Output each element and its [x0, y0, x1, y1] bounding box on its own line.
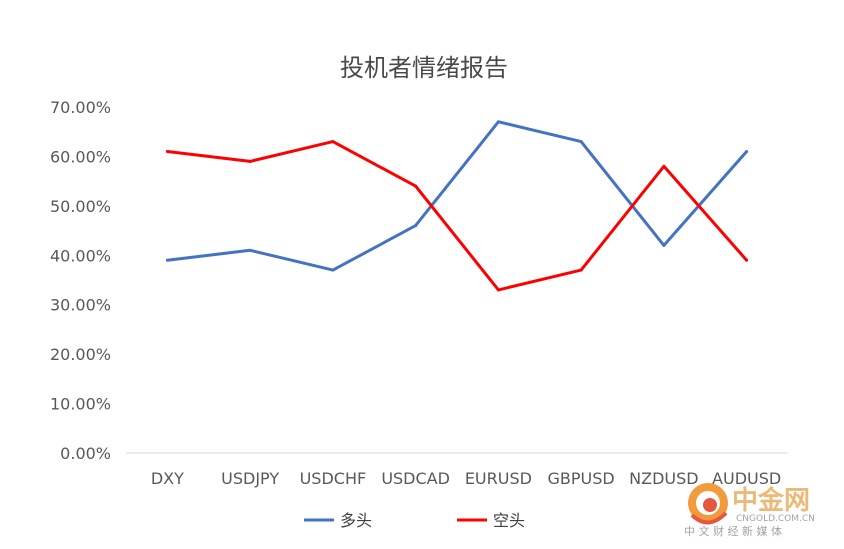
- watermark-url: CNGOLD.COM.CN: [736, 514, 815, 524]
- data-point: [414, 224, 418, 228]
- data-point: [248, 248, 252, 252]
- data-point: [496, 120, 500, 124]
- cngold-watermark: 中金网 CNGOLD.COM.CN 中 文 财 经 新 媒 体: [684, 483, 815, 538]
- data-point: [662, 243, 666, 247]
- data-point: [331, 268, 335, 272]
- legend-label-long: 多头: [340, 511, 372, 530]
- y-tick-label: 70.00%: [50, 98, 111, 117]
- y-tick-label: 0.00%: [60, 444, 111, 463]
- y-tick-label: 10.00%: [50, 395, 111, 414]
- x-tick-label: AUDUSD: [712, 469, 781, 488]
- data-point: [745, 149, 749, 153]
- x-tick-label: DXY: [151, 469, 184, 488]
- data-point: [662, 164, 666, 168]
- chart-title: 投机者情绪报告: [340, 54, 508, 82]
- series-lines: [165, 120, 749, 292]
- x-axis-ticks: DXY USDJPY USDCHF USDCAD EURUSD GBPUSD NZDUSD A…: [151, 469, 781, 488]
- data-point: [165, 149, 169, 153]
- data-point: [496, 288, 500, 292]
- x-tick-label: NZDUSD: [629, 469, 698, 488]
- data-point: [165, 258, 169, 262]
- y-tick-label: 50.00%: [50, 197, 111, 216]
- y-axis-ticks: 0.00% 10.00% 20.00% 30.00% 40.00% 50.00% 60.00…: [50, 98, 111, 463]
- cngold-logo-icon: [688, 483, 728, 525]
- data-point: [248, 159, 252, 163]
- y-tick-label: 40.00%: [50, 246, 111, 265]
- watermark-slogan: 中 文 财 经 新 媒 体: [684, 524, 782, 538]
- data-point: [579, 268, 583, 272]
- x-tick-label: USDJPY: [221, 469, 279, 488]
- watermark-logo-text: 中金网: [732, 485, 810, 516]
- legend-label-short: 空头: [493, 511, 525, 530]
- data-point: [745, 258, 749, 262]
- legend: 多头 空头: [304, 511, 525, 530]
- x-tick-label: USDCHF: [300, 469, 367, 488]
- data-point: [579, 140, 583, 144]
- series-line-long: [167, 120, 748, 272]
- series-line-short: [167, 140, 748, 292]
- y-tick-label: 30.00%: [50, 296, 111, 315]
- x-tick-label: USDCAD: [381, 469, 450, 488]
- data-point: [414, 184, 418, 188]
- y-tick-label: 20.00%: [50, 345, 111, 364]
- data-point: [331, 140, 335, 144]
- x-tick-label: EURUSD: [465, 469, 532, 488]
- x-tick-label: GBPUSD: [548, 469, 615, 488]
- y-tick-label: 60.00%: [50, 147, 111, 166]
